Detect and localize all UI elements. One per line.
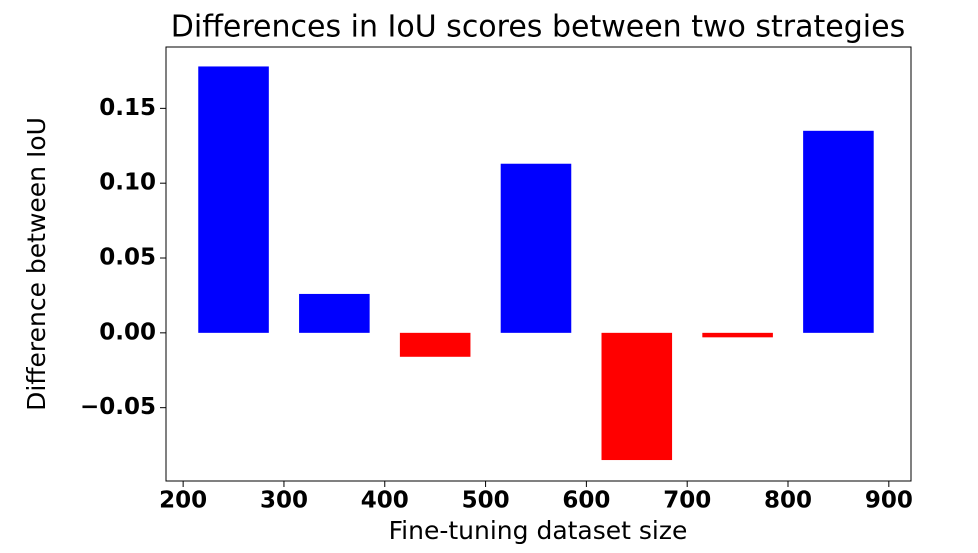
bar: [702, 332, 773, 338]
bar: [500, 163, 572, 333]
y-tick-label: −0.05: [80, 394, 156, 420]
x-axis-label: Fine-tuning dataset size: [389, 516, 688, 545]
bar: [198, 66, 269, 333]
x-tick-label: 200: [159, 488, 207, 514]
bar: [601, 332, 673, 461]
x-tick-label: 400: [361, 488, 409, 514]
y-tick-label: 0.00: [99, 319, 156, 345]
y-tick-label: 0.05: [99, 245, 156, 271]
y-tick-label: 0.15: [99, 95, 156, 121]
chart-title: Differences in IoU scores between two st…: [171, 10, 905, 45]
bar: [299, 293, 370, 333]
y-tick-label: 0.10: [99, 170, 156, 196]
axes-frame: [165, 46, 912, 482]
y-axis-label: Difference between IoU: [22, 117, 51, 411]
x-tick-label: 800: [764, 488, 812, 514]
x-tick-label: 300: [260, 488, 308, 514]
x-tick-label: 600: [562, 488, 610, 514]
bar: [399, 332, 471, 357]
x-tick-label: 500: [462, 488, 510, 514]
bar: [803, 130, 874, 333]
x-tick-label: 700: [663, 488, 711, 514]
x-tick-label: 900: [865, 488, 913, 514]
